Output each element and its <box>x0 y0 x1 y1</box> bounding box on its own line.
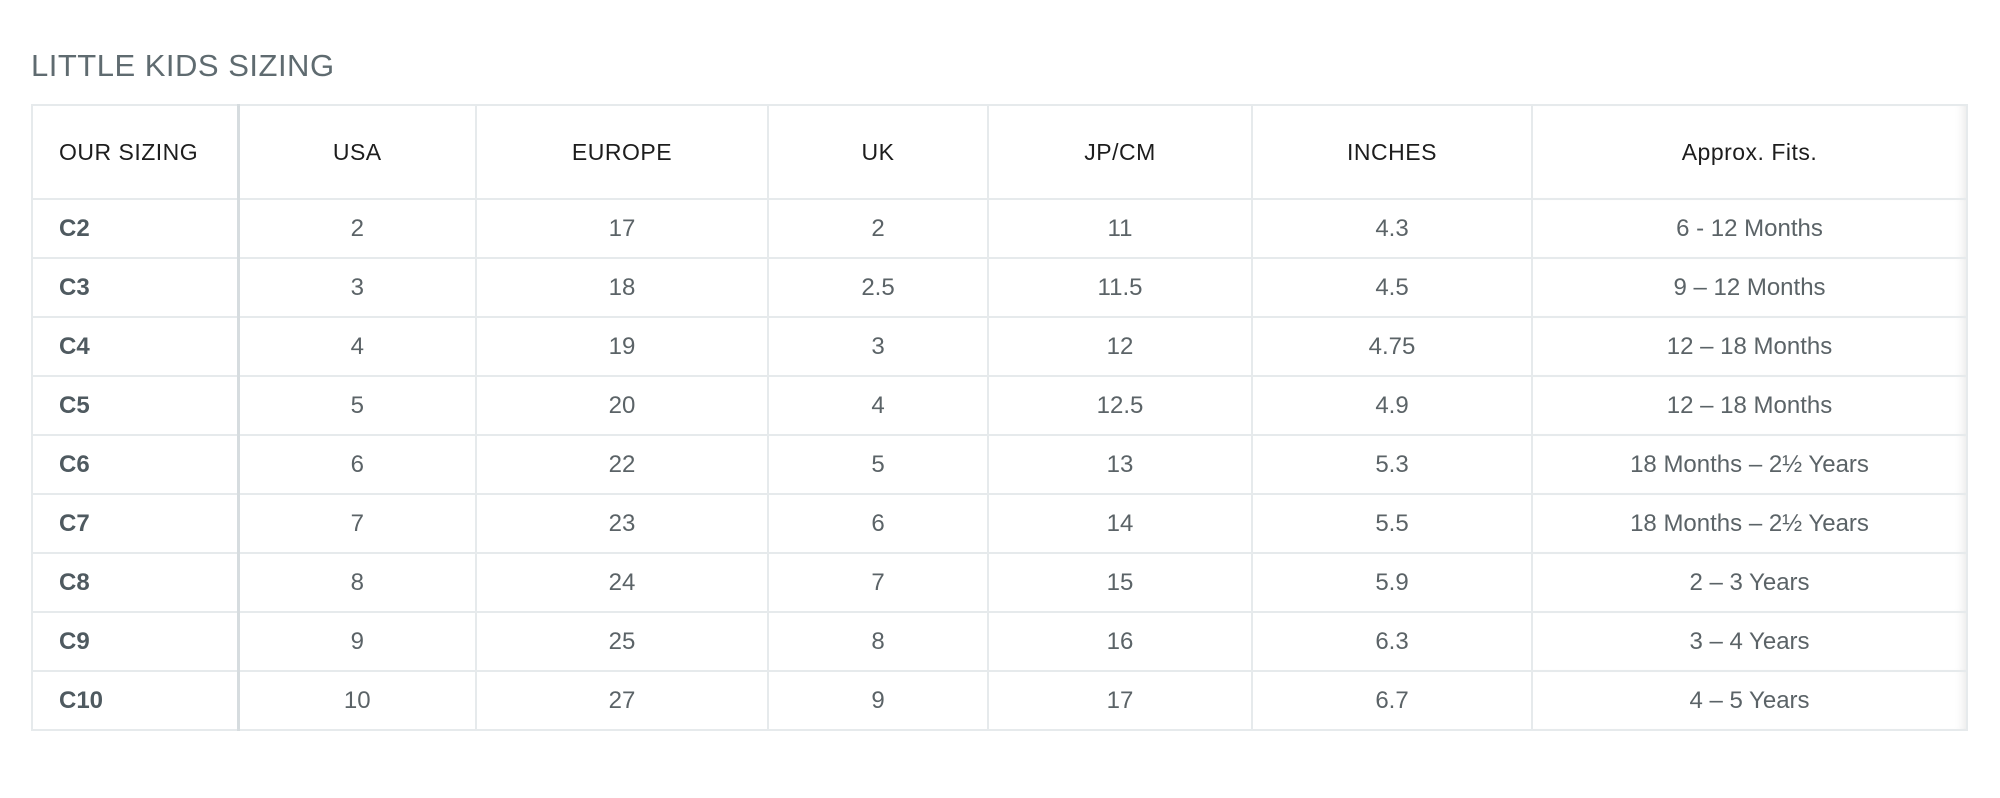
cell-inches: 6.7 <box>1251 670 1533 731</box>
cell-approx-fits: 18 Months – 2½ Years <box>1531 434 1968 495</box>
cell-our-sizing: C3 <box>31 257 240 318</box>
cell-inches: 5.5 <box>1251 493 1533 554</box>
cell-europe: 27 <box>475 670 769 731</box>
cell-inches: 4.5 <box>1251 257 1533 318</box>
cell-jp-cm: 13 <box>987 434 1253 495</box>
cell-usa: 7 <box>237 493 477 554</box>
column-header-approx-fits: Approx. Fits. <box>1531 104 1968 200</box>
cell-jp-cm: 11 <box>987 198 1253 259</box>
cell-europe: 23 <box>475 493 769 554</box>
cell-our-sizing: C10 <box>31 670 240 731</box>
header-row: OUR SIZING USA EUROPE UK JP/CM INCHES Ap… <box>31 104 1968 200</box>
cell-usa: 10 <box>237 670 477 731</box>
cell-usa: 2 <box>237 198 477 259</box>
cell-usa: 8 <box>237 552 477 613</box>
cell-approx-fits: 2 – 3 Years <box>1531 552 1968 613</box>
cell-approx-fits: 6 - 12 Months <box>1531 198 1968 259</box>
table-row: C9 9 25 8 16 6.3 3 – 4 Years <box>31 611 1968 672</box>
cell-jp-cm: 12 <box>987 316 1253 377</box>
cell-inches: 4.9 <box>1251 375 1533 436</box>
table-row: C6 6 22 5 13 5.3 18 Months – 2½ Years <box>31 434 1968 495</box>
cell-uk: 5 <box>767 434 989 495</box>
cell-approx-fits: 12 – 18 Months <box>1531 375 1968 436</box>
cell-jp-cm: 16 <box>987 611 1253 672</box>
cell-our-sizing: C5 <box>31 375 240 436</box>
cell-our-sizing: C7 <box>31 493 240 554</box>
cell-usa: 6 <box>237 434 477 495</box>
cell-inches: 5.3 <box>1251 434 1533 495</box>
cell-uk: 2.5 <box>767 257 989 318</box>
cell-jp-cm: 12.5 <box>987 375 1253 436</box>
cell-our-sizing: C4 <box>31 316 240 377</box>
table-row: C2 2 17 2 11 4.3 6 - 12 Months <box>31 198 1968 259</box>
cell-europe: 18 <box>475 257 769 318</box>
cell-uk: 3 <box>767 316 989 377</box>
cell-inches: 5.9 <box>1251 552 1533 613</box>
cell-uk: 6 <box>767 493 989 554</box>
cell-inches: 4.3 <box>1251 198 1533 259</box>
cell-jp-cm: 14 <box>987 493 1253 554</box>
column-header-usa: USA <box>237 104 477 200</box>
cell-uk: 4 <box>767 375 989 436</box>
table-row: C7 7 23 6 14 5.5 18 Months – 2½ Years <box>31 493 1968 554</box>
cell-uk: 9 <box>767 670 989 731</box>
cell-approx-fits: 9 – 12 Months <box>1531 257 1968 318</box>
cell-our-sizing: C6 <box>31 434 240 495</box>
cell-approx-fits: 12 – 18 Months <box>1531 316 1968 377</box>
cell-jp-cm: 17 <box>987 670 1253 731</box>
column-header-europe: EUROPE <box>475 104 769 200</box>
cell-approx-fits: 4 – 5 Years <box>1531 670 1968 731</box>
sizing-table-container: OUR SIZING USA EUROPE UK JP/CM INCHES Ap… <box>31 104 1968 731</box>
cell-europe: 25 <box>475 611 769 672</box>
table-row: C10 10 27 9 17 6.7 4 – 5 Years <box>31 670 1968 731</box>
cell-uk: 7 <box>767 552 989 613</box>
cell-usa: 5 <box>237 375 477 436</box>
cell-approx-fits: 18 Months – 2½ Years <box>1531 493 1968 554</box>
cell-approx-fits: 3 – 4 Years <box>1531 611 1968 672</box>
cell-uk: 2 <box>767 198 989 259</box>
cell-inches: 6.3 <box>1251 611 1533 672</box>
column-header-uk: UK <box>767 104 989 200</box>
cell-europe: 19 <box>475 316 769 377</box>
cell-our-sizing: C2 <box>31 198 240 259</box>
cell-jp-cm: 15 <box>987 552 1253 613</box>
table-row: C5 5 20 4 12.5 4.9 12 – 18 Months <box>31 375 1968 436</box>
column-header-jp-cm: JP/CM <box>987 104 1253 200</box>
cell-europe: 24 <box>475 552 769 613</box>
column-header-our-sizing: OUR SIZING <box>31 104 240 200</box>
cell-uk: 8 <box>767 611 989 672</box>
cell-europe: 22 <box>475 434 769 495</box>
table-row: C8 8 24 7 15 5.9 2 – 3 Years <box>31 552 1968 613</box>
page-title: LITTLE KIDS SIZING <box>31 48 335 83</box>
cell-usa: 3 <box>237 257 477 318</box>
cell-europe: 20 <box>475 375 769 436</box>
cell-europe: 17 <box>475 198 769 259</box>
cell-jp-cm: 11.5 <box>987 257 1253 318</box>
table-row: C3 3 18 2.5 11.5 4.5 9 – 12 Months <box>31 257 1968 318</box>
column-header-inches: INCHES <box>1251 104 1533 200</box>
cell-usa: 4 <box>237 316 477 377</box>
cell-our-sizing: C8 <box>31 552 240 613</box>
cell-inches: 4.75 <box>1251 316 1533 377</box>
cell-our-sizing: C9 <box>31 611 240 672</box>
table-row: C4 4 19 3 12 4.75 12 – 18 Months <box>31 316 1968 377</box>
sizing-table: OUR SIZING USA EUROPE UK JP/CM INCHES Ap… <box>31 104 1968 731</box>
cell-usa: 9 <box>237 611 477 672</box>
